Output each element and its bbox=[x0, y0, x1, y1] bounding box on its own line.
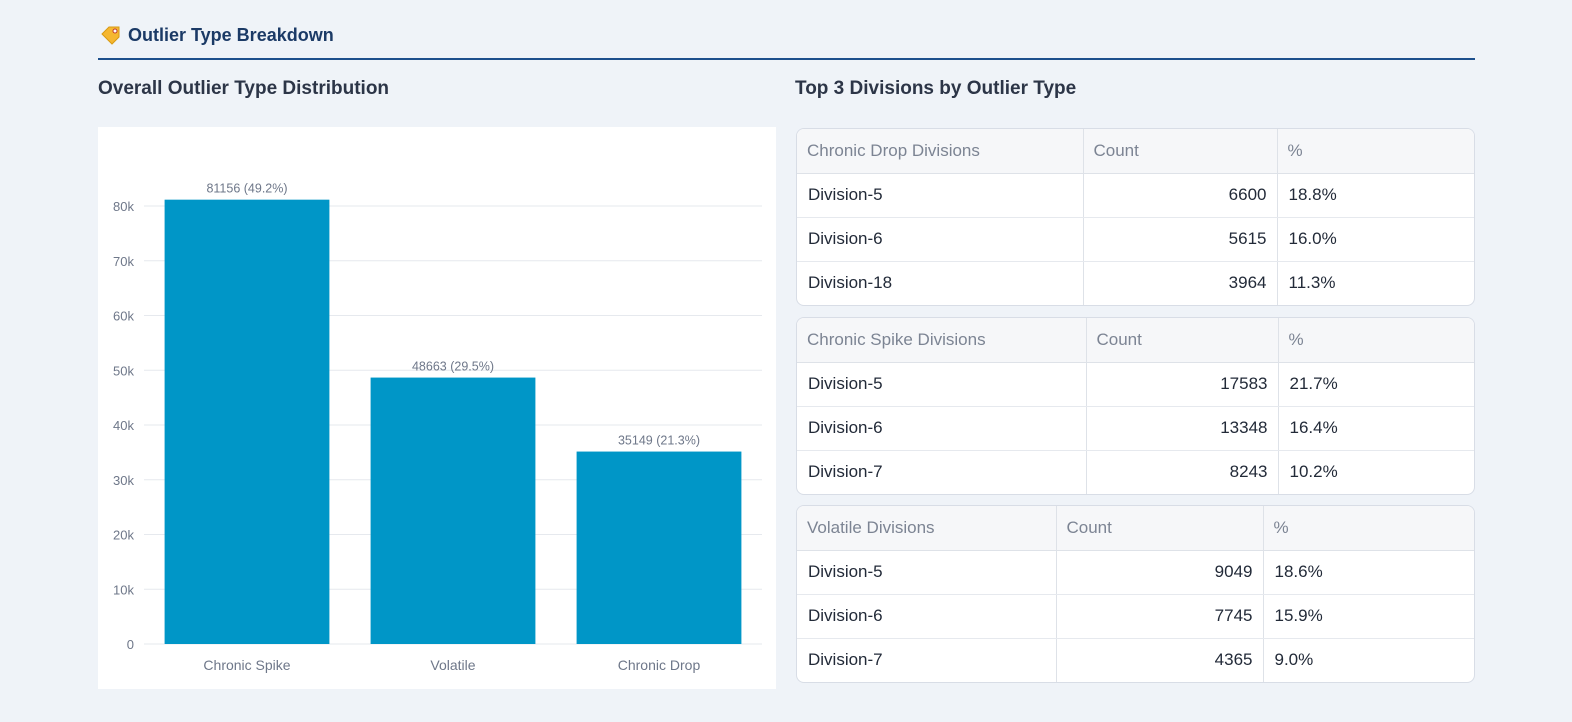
percent-cell: 16.4% bbox=[1278, 406, 1474, 451]
table-header-row: Chronic Drop Divisions Count % bbox=[797, 129, 1474, 174]
table-header-row: Chronic Spike Divisions Count % bbox=[797, 318, 1474, 363]
bar bbox=[370, 377, 536, 644]
bar-chart: 0 10k 20k 30k 40k 50k 60k 70k 80k 81156 (49.2%) Ch… bbox=[98, 127, 776, 689]
column-header[interactable]: Count bbox=[1056, 506, 1264, 551]
volatile-table: Volatile Divisions Count % Division-5 90… bbox=[797, 506, 1474, 682]
column-header[interactable]: % bbox=[1278, 318, 1474, 363]
chart-panel-title: Overall Outlier Type Distribution bbox=[98, 78, 390, 99]
column-header[interactable]: Chronic Spike Divisions bbox=[797, 318, 1087, 363]
percent-cell: 21.7% bbox=[1278, 362, 1474, 407]
column-header[interactable]: Volatile Divisions bbox=[797, 506, 1057, 551]
percent-cell: 9.0% bbox=[1274, 650, 1314, 670]
table-header-row: Volatile Divisions Count % bbox=[797, 506, 1474, 551]
table-row: Division-6 7745 15.9% bbox=[797, 594, 1474, 639]
x-tick-label: Volatile bbox=[430, 657, 475, 673]
x-tick-label: Chronic Drop bbox=[618, 657, 701, 673]
table-row: Division-18 3964 11.3% bbox=[797, 261, 1474, 305]
tag-icon bbox=[101, 26, 120, 45]
division-cell: Division-6 bbox=[797, 594, 1057, 639]
division-cell: Division-7 bbox=[797, 638, 1057, 682]
chronic-drop-table-card: Chronic Drop Divisions Count % Division-… bbox=[796, 128, 1475, 306]
percent-cell: 18.8% bbox=[1277, 173, 1474, 218]
y-tick-label: 50k bbox=[113, 363, 134, 378]
y-tick-label: 80k bbox=[113, 199, 134, 214]
count-cell: 13348 bbox=[1086, 406, 1279, 451]
percent-cell: 15.9% bbox=[1263, 594, 1474, 639]
y-tick-label: 30k bbox=[113, 473, 134, 488]
chronic-spike-table: Chronic Spike Divisions Count % Division… bbox=[797, 318, 1474, 494]
table-row: Division-5 9049 18.6% bbox=[797, 550, 1474, 595]
percent-cell: 10.2% bbox=[1289, 462, 1338, 482]
y-tick-label: 70k bbox=[113, 254, 134, 269]
table-row: Division-5 17583 21.7% bbox=[797, 362, 1474, 407]
y-tick-label: 10k bbox=[113, 582, 134, 597]
y-tick-label: 0 bbox=[127, 637, 134, 652]
column-header[interactable]: Count bbox=[1086, 318, 1279, 363]
division-cell: Division-6 bbox=[797, 217, 1084, 262]
y-tick-label: 60k bbox=[113, 309, 134, 324]
table-row: Division-5 6600 18.8% bbox=[797, 173, 1474, 218]
column-header[interactable]: % bbox=[1263, 506, 1474, 551]
division-cell: Division-18 bbox=[797, 261, 1084, 305]
chronic-drop-table: Chronic Drop Divisions Count % Division-… bbox=[797, 129, 1474, 305]
percent-cell: 18.6% bbox=[1263, 550, 1474, 595]
table-row: Division-7 8243 10.2% bbox=[797, 450, 1474, 494]
column-header[interactable]: Count bbox=[1083, 129, 1278, 174]
division-cell: Division-6 bbox=[797, 406, 1087, 451]
chronic-spike-table-card: Chronic Spike Divisions Count % Division… bbox=[796, 317, 1475, 495]
section-title: Outlier Type Breakdown bbox=[128, 25, 334, 45]
division-cell: Division-7 bbox=[797, 450, 1087, 494]
y-tick-label: 20k bbox=[113, 528, 134, 543]
division-cell: Division-5 bbox=[797, 362, 1087, 407]
percent-cell: 11.3% bbox=[1288, 273, 1336, 293]
percent-cell: 16.0% bbox=[1277, 217, 1474, 262]
bar-data-label: 48663 (29.5%) bbox=[412, 360, 494, 374]
division-cell: Division-5 bbox=[797, 173, 1084, 218]
count-cell: 17583 bbox=[1086, 362, 1279, 407]
count-cell: 9049 bbox=[1056, 550, 1264, 595]
table-row: Division-6 5615 16.0% bbox=[797, 217, 1474, 262]
bar-data-label: 35149 (21.3%) bbox=[618, 434, 700, 448]
count-cell: 6600 bbox=[1083, 173, 1278, 218]
table-row: Division-6 13348 16.4% bbox=[797, 406, 1474, 451]
bar-data-label: 81156 (49.2%) bbox=[206, 182, 287, 196]
division-cell: Division-5 bbox=[797, 550, 1057, 595]
table-row: Division-7 4365 9.0% bbox=[797, 638, 1474, 682]
column-header[interactable]: Chronic Drop Divisions bbox=[797, 129, 1084, 174]
volatile-table-card: Volatile Divisions Count % Division-5 90… bbox=[796, 505, 1475, 683]
y-tick-label: 40k bbox=[113, 418, 134, 433]
count-cell: 3964 bbox=[1083, 261, 1278, 305]
tables-panel-title: Top 3 Divisions by Outlier Type bbox=[795, 78, 1077, 99]
column-header[interactable]: % bbox=[1277, 129, 1474, 174]
x-tick-label: Chronic Spike bbox=[203, 657, 290, 673]
bar bbox=[576, 451, 742, 644]
section-header: Outlier Type Breakdown bbox=[98, 22, 1475, 60]
bar bbox=[164, 199, 330, 644]
count-cell: 8243 bbox=[1086, 450, 1279, 494]
count-cell: 5615 bbox=[1083, 217, 1278, 262]
bar-chart-svg: 0 10k 20k 30k 40k 50k 60k 70k 80k 81156 (49.2%) Ch… bbox=[113, 182, 762, 673]
count-cell: 4365 bbox=[1056, 638, 1264, 682]
count-cell: 7745 bbox=[1056, 594, 1264, 639]
